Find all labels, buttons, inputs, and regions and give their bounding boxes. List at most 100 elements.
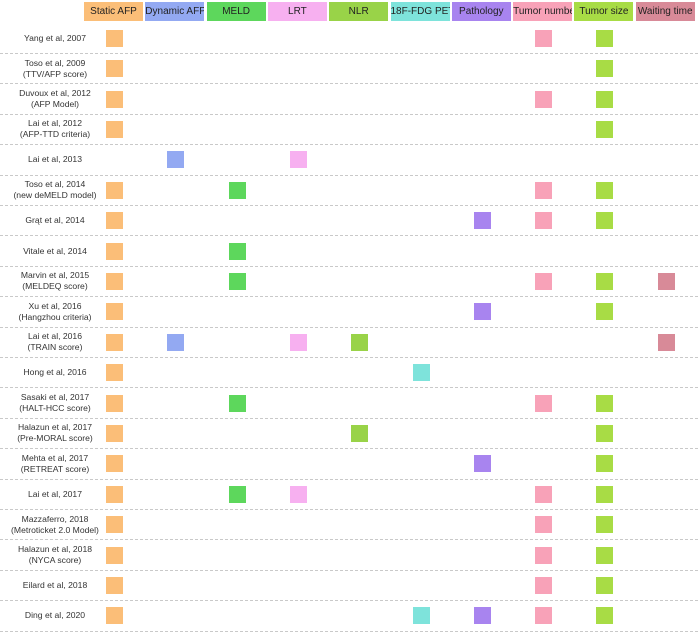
row-label: Ding et al, 2020 xyxy=(0,610,110,621)
cell-tumor_number xyxy=(535,485,553,503)
cell-tumor_size xyxy=(596,29,614,47)
cell-nlr xyxy=(351,333,369,351)
row-label-subtitle: (AFP Model) xyxy=(30,99,80,109)
row-separator xyxy=(0,265,698,267)
row-label-line: Halazun et al, 2017 xyxy=(17,422,93,433)
row-separator xyxy=(0,448,698,450)
cell-static_afp xyxy=(106,607,123,625)
row-label-line: Halazun et al, 2018 xyxy=(17,544,93,554)
cell-tumor_number xyxy=(535,90,553,108)
cell-meld xyxy=(228,394,246,412)
row-separator xyxy=(0,600,698,602)
cell-tumor_number xyxy=(535,576,553,594)
row-label: Toso et al, 2009 (TTV/AFP score) xyxy=(0,58,110,80)
row-separator xyxy=(0,508,698,510)
row-label-subtitle: (Pre-MORAL score) xyxy=(17,433,93,444)
row-label-line: Eilard et al, 2018 xyxy=(22,579,88,590)
cell-tumor_size xyxy=(596,212,614,230)
row-label: Lai et al, 2017 xyxy=(0,489,110,500)
cell-static_afp xyxy=(106,272,123,290)
cell-static_afp xyxy=(106,29,123,47)
row-label-line: Hong et al, 2016 xyxy=(23,367,87,378)
row-separator xyxy=(0,83,698,85)
cell-waiting_time xyxy=(657,333,675,351)
row-separator xyxy=(0,417,698,419)
cell-tumor_size xyxy=(596,272,614,290)
row-label-line: Yang et al, 2007 xyxy=(24,32,86,43)
cell-pathology xyxy=(473,303,491,321)
row-label-line: Toso et al, 2014 xyxy=(24,179,86,190)
row-label-line: Sasaki et al, 2017 xyxy=(20,392,90,402)
row-separator xyxy=(0,356,698,358)
row-label: Vitale et al, 2014 xyxy=(0,246,110,257)
row-separator xyxy=(0,204,698,206)
column-header-meld: MELD xyxy=(206,2,266,21)
row-separator xyxy=(0,296,698,298)
row-label-line: Vitale et al, 2014 xyxy=(23,245,87,256)
row-label-line: Mazzaferro, 2018 xyxy=(21,513,89,524)
row-label-subtitle: (AFP-TTD criteria) xyxy=(19,129,91,140)
cell-static_afp xyxy=(106,333,123,351)
cell-static_afp xyxy=(106,90,123,108)
cell-tumor_number xyxy=(535,272,553,290)
row-label-line: Marvin et al, 2015 xyxy=(20,270,90,281)
row-label: Lai et al, 2012 (AFP-TTD criteria) xyxy=(0,118,110,140)
row-label-subtitle: (Hangzhou criteria) xyxy=(18,311,92,322)
cell-static_afp xyxy=(106,303,123,321)
row-separator xyxy=(0,539,698,541)
cell-tumor_size xyxy=(596,576,614,594)
row-label: Lai et al, 2013 xyxy=(0,154,110,165)
cell-tumor_number xyxy=(535,394,553,412)
cell-lrt xyxy=(289,333,307,351)
column-header-lrt: LRT xyxy=(267,2,327,21)
row-separator xyxy=(0,174,698,176)
cell-tumor_number xyxy=(535,516,553,534)
row-label-line: Grąt et al, 2014 xyxy=(25,215,85,226)
row-label-line: Lai et al, 2017 xyxy=(28,488,82,499)
row-label-line: Xu et al, 2016 xyxy=(28,300,82,311)
row-label-subtitle: (MELDEQ score) xyxy=(22,281,88,292)
cell-meld xyxy=(228,242,246,260)
cell-static_afp xyxy=(106,242,123,260)
column-header-pathology: Pathology xyxy=(451,2,511,21)
cell-waiting_time xyxy=(657,272,675,290)
column-header-waiting_time: Waiting time xyxy=(635,2,695,21)
cell-tumor_number xyxy=(535,546,553,564)
cell-pathology xyxy=(473,212,491,230)
cell-tumor_size xyxy=(596,485,614,503)
cell-lrt xyxy=(289,485,307,503)
row-label: Toso et al, 2014 (new deMELD model) xyxy=(0,179,110,201)
cell-tumor_size xyxy=(596,546,614,564)
column-header-fdg_pet: 18F-FDG PET xyxy=(390,2,450,21)
cell-meld xyxy=(228,181,246,199)
cell-static_afp xyxy=(106,212,123,230)
cell-tumor_size xyxy=(596,60,614,78)
row-label: Grąt et al, 2014 xyxy=(0,215,110,226)
cell-pathology xyxy=(473,455,491,473)
row-label-subtitle: (TRAIN score) xyxy=(27,342,83,353)
cell-tumor_size xyxy=(596,90,614,108)
cell-tumor_size xyxy=(596,394,614,412)
row-label: Hong et al, 2016 xyxy=(0,367,110,378)
row-label-subtitle: (RETREAT score) xyxy=(20,463,90,474)
row-separator xyxy=(0,630,698,632)
cell-fdg_pet xyxy=(412,607,430,625)
row-label-subtitle: (Metroticket 2.0 Model) xyxy=(11,524,99,535)
column-header-tumor_number: Tumor number xyxy=(513,2,573,21)
cell-static_afp xyxy=(106,516,123,534)
cell-tumor_size xyxy=(596,516,614,534)
row-separator xyxy=(0,387,698,389)
cell-dynamic_afp xyxy=(167,151,185,169)
cell-meld xyxy=(228,485,246,503)
column-header-tumor_size: Tumor size xyxy=(574,2,634,21)
row-label: Sasaki et al, 2017 (HALT-HCC score) xyxy=(0,392,110,414)
row-separator xyxy=(0,52,698,54)
row-label: Mazzaferro, 2018 (Metroticket 2.0 Model) xyxy=(0,514,110,536)
cell-tumor_size xyxy=(596,424,614,442)
cell-static_afp xyxy=(106,120,123,138)
cell-fdg_pet xyxy=(412,364,430,382)
row-label-line: Lai et al, 2013 xyxy=(28,154,82,165)
row-label-line: Mehta et al, 2017 xyxy=(21,452,89,463)
cell-static_afp xyxy=(106,485,123,503)
